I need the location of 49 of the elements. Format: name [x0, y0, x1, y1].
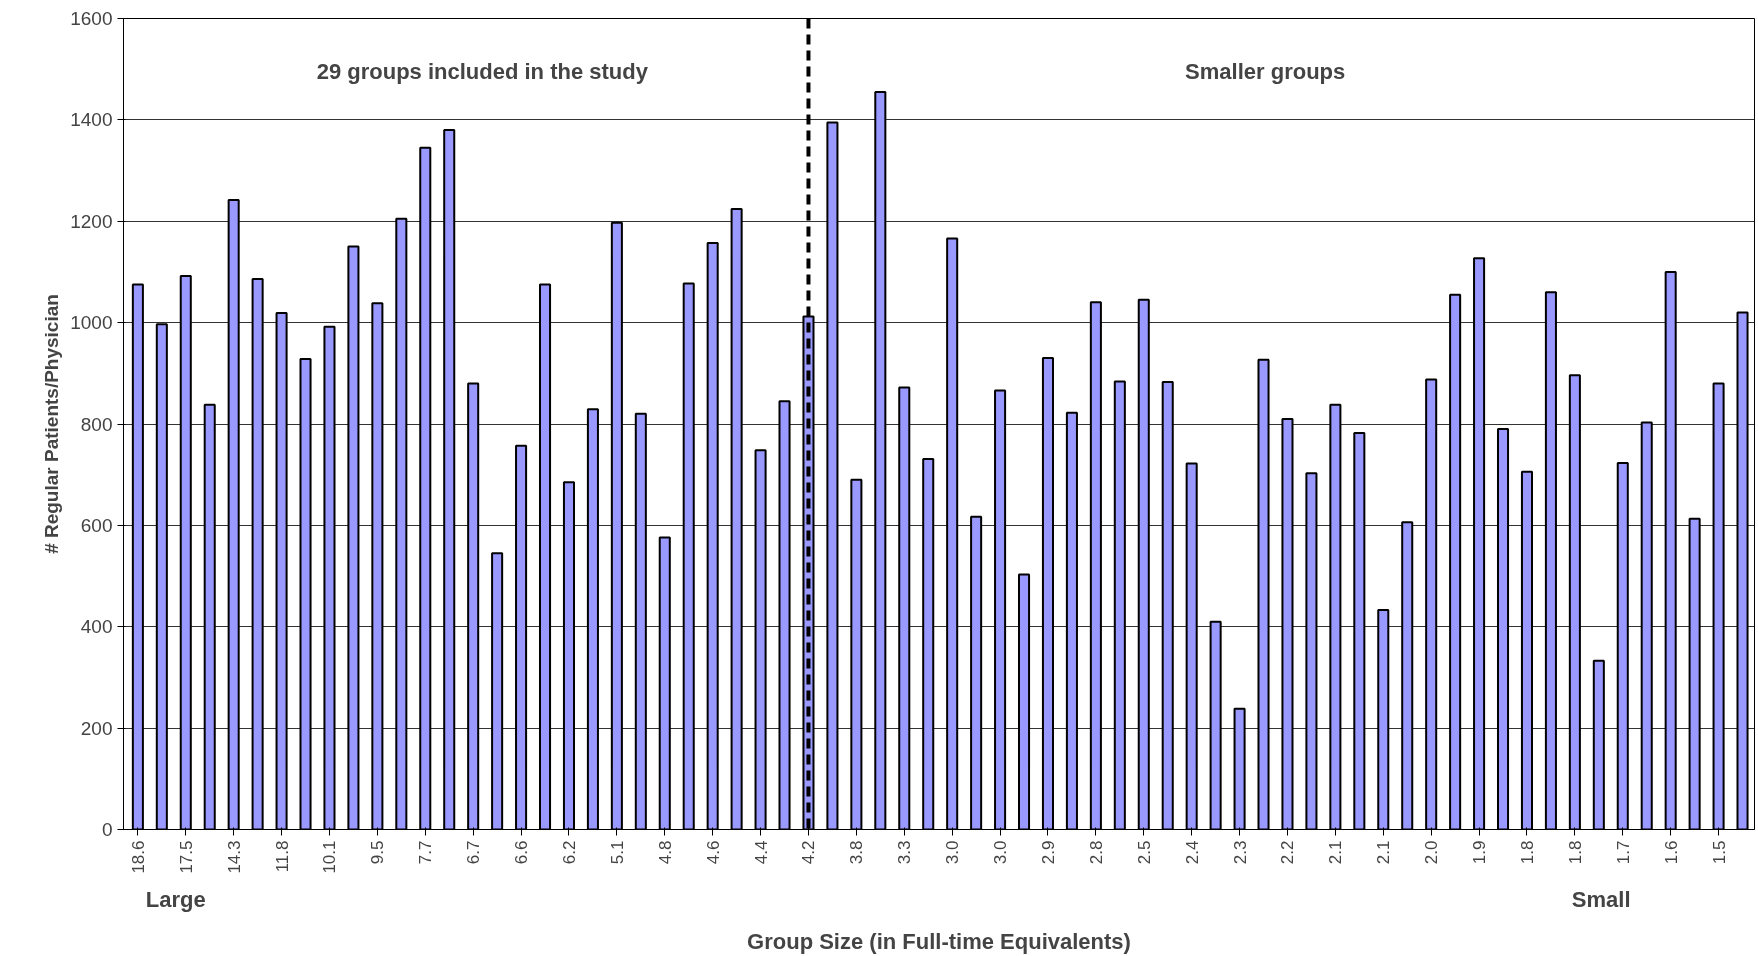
y-tick-label: 1400	[70, 109, 113, 131]
x-tick-label: 6.2	[559, 840, 579, 865]
y-tick-label: 200	[80, 717, 113, 739]
y-axis-title: # Regular Patients/Physician	[41, 294, 63, 554]
x-tick-label: 2.0	[1422, 840, 1442, 865]
y-tick-label: 1600	[70, 8, 113, 29]
x-tick-label: 11.8	[272, 840, 292, 873]
x-tick-label: 2.3	[1230, 840, 1250, 865]
x-axis-title: Group Size (in Full-time Equivalents)	[747, 928, 1131, 954]
x-tick-label: 7.7	[416, 840, 436, 865]
x-tick-label: 2.9	[1038, 840, 1058, 865]
y-tick-label: 400	[80, 616, 113, 638]
y-tick-label: 1200	[70, 210, 113, 232]
x-tick-label: 6.7	[464, 840, 484, 865]
x-tick-label: 4.4	[751, 840, 771, 865]
y-tick-label: 1000	[70, 312, 113, 334]
x-tick-label: 14.3	[224, 840, 244, 874]
x-tick-label: 3.3	[895, 840, 915, 865]
x-tick-label: 4.8	[655, 840, 675, 865]
text: Large	[145, 886, 206, 912]
x-tick-label: 2.4	[1182, 840, 1202, 865]
x-tick-label: 10.1	[320, 840, 340, 874]
x-tick-label: 2.8	[1086, 840, 1106, 865]
x-tick-label: 1.6	[1661, 840, 1681, 865]
x-tick-label: 3.0	[943, 840, 963, 865]
x-tick-label: 4.6	[703, 840, 723, 865]
x-tick-label: 17.5	[176, 840, 196, 874]
x-tick-label: 1.5	[1709, 840, 1729, 865]
x-tick-label: 3.0	[991, 840, 1011, 865]
annotation: 29 groups included in the study	[316, 58, 649, 84]
annotation: Smaller groups	[1185, 58, 1346, 84]
x-tick-label: 2.1	[1374, 840, 1394, 865]
x-tick-label: 1.9	[1470, 840, 1490, 865]
y-tick-label: 0	[101, 819, 113, 840]
x-tick-label: 1.8	[1517, 840, 1537, 865]
x-tick-label: 3.8	[847, 840, 867, 865]
y-tick-label: 600	[80, 514, 113, 536]
x-tick-label: 9.5	[368, 840, 388, 865]
x-tick-label: 18.6	[128, 840, 148, 874]
x-tick-label: 2.5	[1134, 840, 1154, 865]
x-tick-label: 2.1	[1326, 840, 1346, 865]
x-tick-label: 4.2	[799, 840, 819, 865]
x-tick-label: 1.7	[1613, 840, 1633, 865]
y-tick-label: 800	[80, 413, 113, 435]
x-tick-label: 5.1	[607, 840, 627, 865]
x-tick-label: 2.2	[1278, 840, 1298, 865]
x-tick-label: 1.8	[1565, 840, 1585, 865]
text: Small	[1571, 886, 1631, 912]
x-tick-label: 6.6	[512, 840, 532, 865]
